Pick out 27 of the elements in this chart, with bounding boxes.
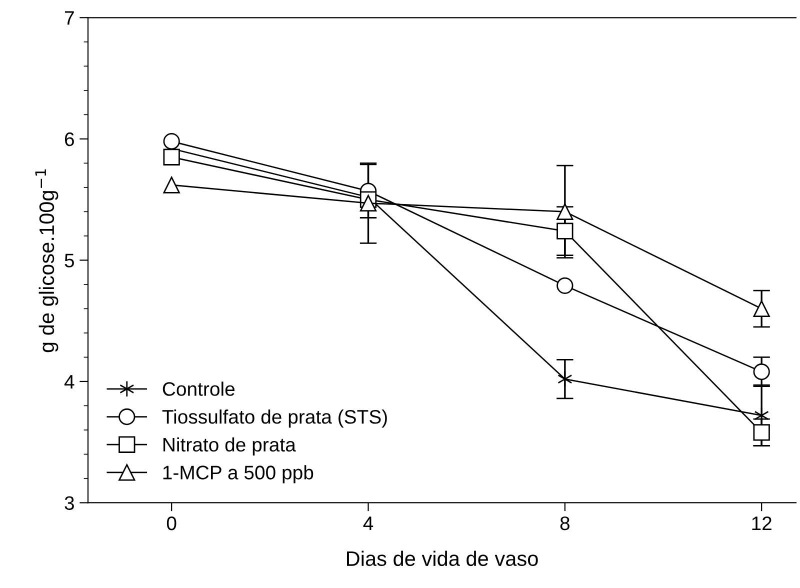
y-axis-title: g de glicose.100g$^{−1}$ bbox=[35, 169, 58, 352]
point bbox=[163, 176, 180, 194]
point bbox=[556, 203, 574, 220]
point bbox=[753, 300, 770, 318]
legend-label: Controle bbox=[162, 382, 235, 396]
x-axis-title: Dias de vida de vaso bbox=[347, 550, 538, 566]
x-tick-label: 4 bbox=[363, 516, 374, 530]
point bbox=[753, 424, 770, 441]
x-tick-label: 8 bbox=[560, 516, 570, 530]
legend-label: 1-MCP a 500 ppb bbox=[163, 465, 314, 484]
legend-label: Tiossulfato de prata (STS) bbox=[162, 409, 387, 428]
point bbox=[556, 277, 574, 294]
y-tick-label: 6 bbox=[64, 132, 74, 146]
point bbox=[360, 194, 377, 212]
x-tick-label: 0 bbox=[166, 516, 176, 530]
y-tick-label: 4 bbox=[64, 375, 74, 389]
legend-label: Nitrato de prata bbox=[163, 437, 296, 456]
y-tick-label: 7 bbox=[64, 11, 74, 25]
point bbox=[556, 222, 574, 240]
point bbox=[558, 370, 572, 388]
point bbox=[163, 133, 180, 150]
point bbox=[754, 407, 769, 424]
point bbox=[163, 148, 180, 166]
y-tick-label: 5 bbox=[64, 254, 74, 268]
y-tick-label: 3 bbox=[64, 496, 74, 510]
x-tick-label: 12 bbox=[752, 516, 772, 530]
point bbox=[753, 363, 770, 380]
